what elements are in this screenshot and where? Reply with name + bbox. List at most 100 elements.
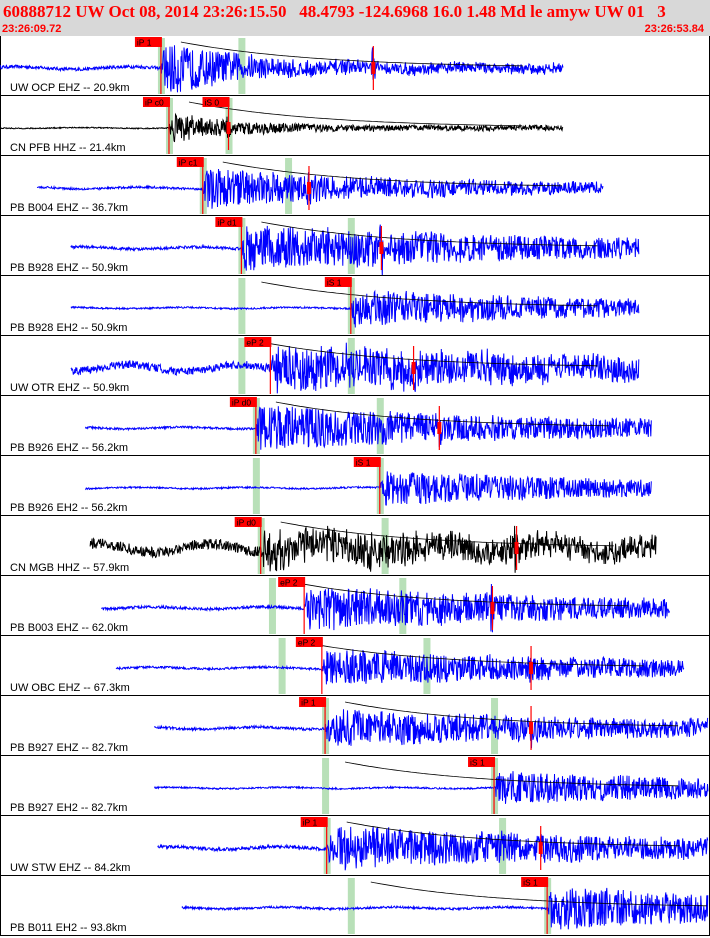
- station-label-6: PB B926 EHZ -- 56.2km: [10, 442, 128, 454]
- station-label-10: UW OBC EHZ -- 67.3km: [10, 682, 130, 694]
- pick2-label-1: iS 0: [205, 98, 220, 108]
- pick-label-3: iP d1: [217, 218, 236, 228]
- pick-label-0: iP 1: [137, 38, 152, 48]
- coda-curve-10: [301, 641, 644, 667]
- header-bar: 60888712 UW Oct 08, 2014 23:26:15.50 48.…: [0, 0, 710, 36]
- coda-curve-9: [291, 581, 628, 607]
- waveform-9: [101, 583, 670, 633]
- pick-flag-0: [134, 37, 162, 47]
- pick-label-14: iS 1: [523, 878, 538, 888]
- waveform-3: [70, 224, 640, 277]
- coda-curve-2: [222, 161, 562, 187]
- station-label-12: PB B927 EH2 -- 82.7km: [10, 802, 127, 814]
- phase-window-12-0: [322, 758, 330, 814]
- station-label-13: UW STW EHZ -- 84.2km: [10, 862, 130, 874]
- pick2-mark-3: [379, 242, 384, 254]
- pick-label-10: eP 2: [298, 638, 316, 648]
- phase-window-0-1: [238, 38, 246, 94]
- pick-label-9: eP 2: [280, 578, 298, 588]
- pick-flag-8: [234, 517, 262, 527]
- phase-window-13-1: [499, 818, 507, 874]
- seismogram-plot: iP 1 UW OCP EHZ -- 20.9km iP c0 iS 0 CN PFB …: [0, 36, 710, 936]
- station-label-4: PB B928 EH2 -- 50.9km: [10, 322, 127, 334]
- station-label-3: PB B928 EHZ -- 50.9km: [10, 262, 128, 274]
- phase-window-4-0: [238, 278, 246, 334]
- coda-curve-11: [345, 701, 679, 727]
- coda-curve-5: [261, 341, 598, 367]
- station-label-1: CN PFB HHZ -- 21.4km: [10, 142, 126, 154]
- pick-flag-5: [244, 337, 272, 347]
- phase-window-14-0: [347, 878, 355, 934]
- time-end-label: 23:26:53.84: [644, 23, 704, 35]
- coda-curve-4: [261, 281, 598, 307]
- phase-window-9-0: [268, 578, 276, 634]
- station-label-9: PB B003 EHZ -- 62.0km: [10, 622, 128, 634]
- waveform-14: [181, 887, 709, 930]
- waveform-6: [84, 406, 652, 450]
- pick-flag-1: [142, 97, 170, 107]
- pick2-mark-9: [490, 602, 495, 614]
- phase-window-7-0: [252, 458, 260, 514]
- pick2-mark-8: [514, 542, 519, 554]
- station-label-7: PB B926 EH2 -- 56.2km: [10, 502, 127, 514]
- pick-label-13: iP 1: [303, 818, 318, 828]
- pick-flag-4: [324, 277, 352, 287]
- coda-curve-13: [346, 821, 680, 847]
- waveform-4: [70, 289, 640, 328]
- phase-window-5-0: [238, 338, 246, 394]
- station-label-8: CN MGB HHZ -- 57.9km: [10, 562, 129, 574]
- pick2-mark-1: [226, 122, 231, 134]
- coda-curve-14: [370, 881, 707, 907]
- pick-label-1: iP c0: [145, 98, 164, 108]
- waveform-8: [89, 525, 657, 573]
- pick-flag-2: [176, 157, 204, 167]
- pick2-mark-13: [538, 842, 543, 854]
- pick-label-6: iP d0: [232, 398, 251, 408]
- pick2-flag-1: [202, 97, 230, 107]
- waveform-5: [70, 342, 640, 394]
- pick-label-8: iP d0: [237, 518, 256, 528]
- station-label-14: PB B011 EH2 -- 93.8km: [10, 922, 127, 934]
- station-label-2: PB B004 EHZ -- 36.7km: [10, 202, 128, 214]
- station-label-5: UW OTR EHZ -- 50.9km: [10, 382, 129, 394]
- event-title: 60888712 UW Oct 08, 2014 23:26:15.50 48.…: [3, 2, 666, 21]
- pick2-mark-11: [529, 722, 534, 734]
- waveform-13: [157, 826, 709, 871]
- waveform-11: [154, 709, 709, 749]
- coda-curve-12: [345, 761, 679, 787]
- pick2-mark-10: [529, 662, 534, 674]
- pick2-mark-2: [306, 182, 311, 194]
- pick-flag-7: [353, 457, 381, 467]
- pick-flag-3: [215, 217, 243, 227]
- waveform-7: [84, 471, 652, 506]
- pick-flag-9: [278, 577, 306, 587]
- pick-label-5: eP 2: [246, 338, 264, 348]
- pick2-mark-5: [411, 362, 416, 374]
- station-label-0: UW OCP EHZ -- 20.9km: [10, 82, 130, 94]
- pick-label-12: iS 1: [470, 758, 485, 768]
- pick-flag-11: [299, 697, 327, 707]
- pick-label-7: iS 1: [356, 458, 371, 468]
- waveform-0: [0, 45, 564, 93]
- pick-label-2: iP c1: [179, 158, 198, 168]
- pick-label-11: iP 1: [301, 698, 316, 708]
- waveform-12: [154, 771, 709, 804]
- pick2-mark-6: [437, 422, 442, 434]
- coda-curve-1: [188, 101, 522, 127]
- pick-label-4: iS 1: [327, 278, 342, 288]
- coda-curve-8: [280, 521, 614, 547]
- station-label-11: PB B927 EHZ -- 82.7km: [10, 742, 128, 754]
- pick-flag-14: [521, 877, 549, 887]
- coda-curve-0: [180, 41, 523, 67]
- pick-flag-10: [295, 637, 323, 647]
- waveform-2: [36, 168, 604, 209]
- pick2-mark-0: [371, 62, 376, 74]
- coda-curve-6: [275, 401, 609, 427]
- pick-flag-13: [300, 817, 328, 827]
- waveform-1: [0, 112, 564, 143]
- coda-curve-3: [261, 221, 598, 247]
- time-start-label: 23:26:09.72: [2, 23, 62, 35]
- pick-flag-12: [468, 757, 496, 767]
- pick-flag-6: [229, 397, 257, 407]
- waveform-10: [115, 649, 685, 685]
